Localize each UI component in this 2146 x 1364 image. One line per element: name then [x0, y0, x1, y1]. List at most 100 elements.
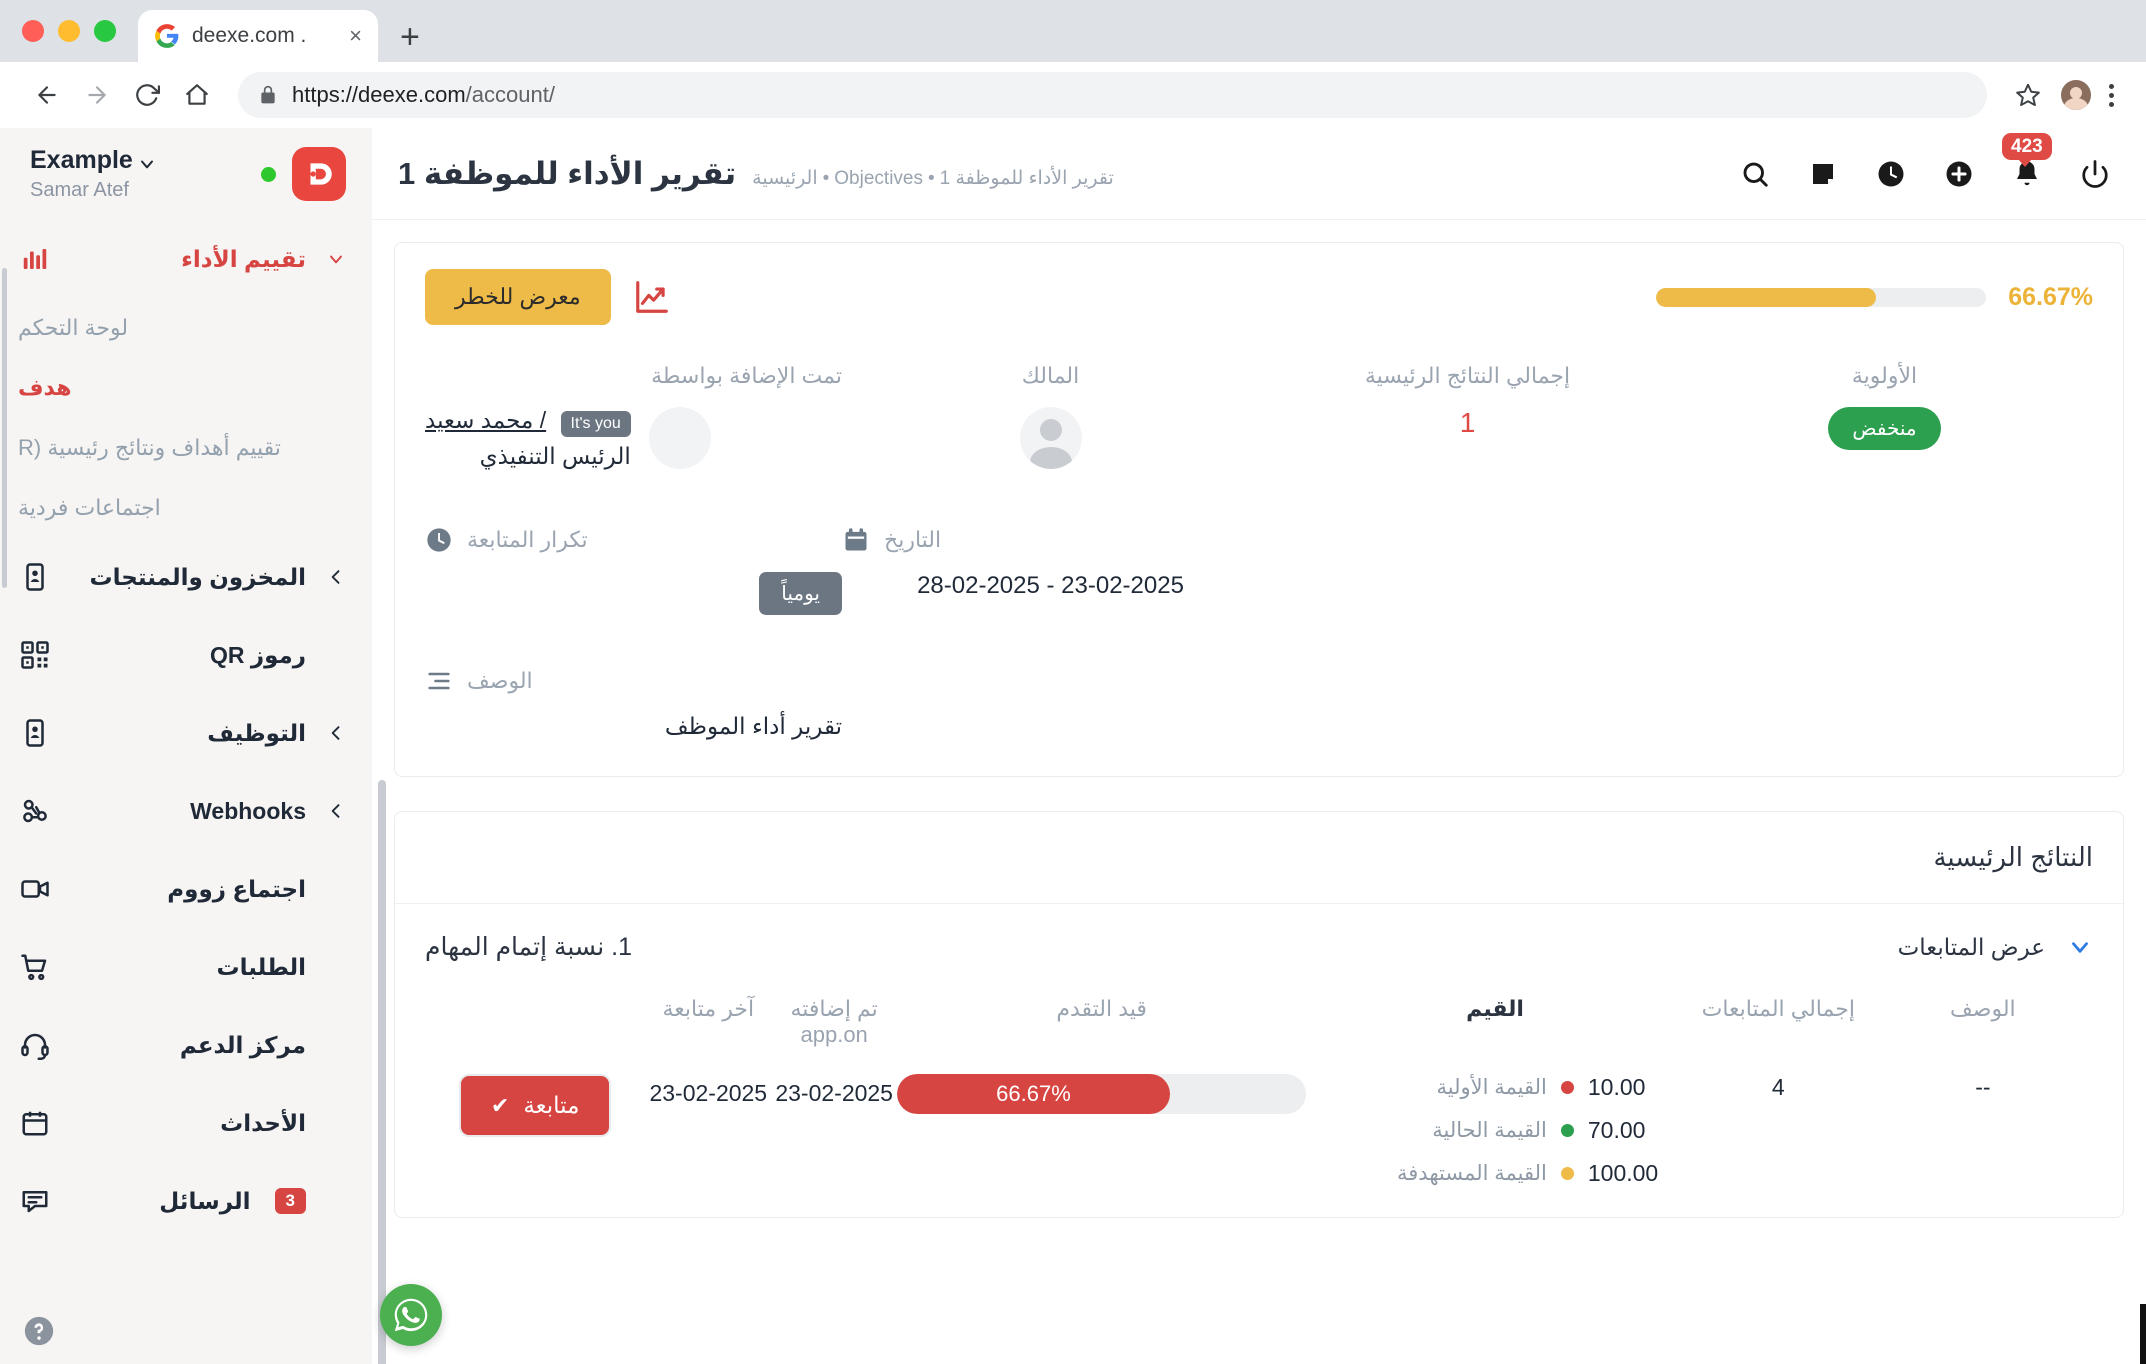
lock-icon — [258, 85, 278, 105]
table-row: -- 4 10.00 القيمة الأولية 70.00 القيمة الحا… — [425, 1074, 2093, 1207]
sidebar-item-11[interactable]: مركز الدعم — [0, 1006, 372, 1084]
new-tab-button[interactable]: + — [400, 18, 420, 56]
sidebar-subitem-3[interactable]: تقييم أهداف ونتائج رئيسية (R — [0, 418, 372, 478]
page-scroll-area[interactable]: 66.67% معرض للخطر ال — [372, 220, 2146, 1364]
sidebar-item-0[interactable]: تقييم الأداء — [0, 220, 372, 298]
chevron-down-icon[interactable] — [324, 249, 346, 269]
field-date: التاريخ 28-02-2025 - 23-02-2025 — [842, 526, 1259, 615]
show-followups-toggle[interactable]: عرض المتابعات — [1898, 934, 2093, 961]
sidebar-header[interactable]: Example Samar Atef — [0, 128, 372, 220]
sidebar-item-6[interactable]: رموز QR — [0, 616, 372, 694]
browser-omnibar: https://deexe.com/account/ — [0, 62, 2146, 128]
field-date-value: 28-02-2025 - 23-02-2025 — [917, 572, 1184, 599]
sidebar-nav[interactable]: تقييم الأداء لوحة التحكم هدف تقييم أهداف ون… — [0, 220, 372, 1364]
field-total-kr-label: إجمالي النتائج الرئيسية — [1364, 363, 1571, 388]
sidebar-item-5[interactable]: المخزون والمنتجات — [0, 538, 372, 616]
added-by-text: It's you / محمد سعيد الرئيس التنفيذي — [425, 407, 631, 470]
followup-frequency-badge: يومياً — [759, 572, 842, 615]
search-icon[interactable] — [1738, 157, 1772, 191]
app-topbar: 423 تقرير الأداء للموظفة 1•Objectives•ال… — [372, 128, 2146, 220]
breadcrumb-section[interactable]: Objectives — [834, 167, 923, 189]
owner-avatar[interactable] — [1019, 407, 1082, 469]
back-arrow-icon[interactable] — [24, 72, 70, 118]
field-owner: المالك — [842, 363, 1259, 474]
whatsapp-icon[interactable] — [380, 1284, 442, 1346]
priority-badge: منخفض — [1828, 407, 1941, 450]
breadcrumb-separator: • — [927, 167, 935, 189]
reload-icon[interactable] — [124, 72, 170, 118]
plus-circle-icon[interactable] — [1942, 157, 1976, 191]
sidebar-item-badge: 3 — [274, 1188, 306, 1214]
sidebar-item-10[interactable]: الطلبات — [0, 928, 372, 1006]
browser-tabstrip: deexe.com . × + — [0, 0, 2146, 62]
sidebar-item-7[interactable]: التوظيف — [0, 694, 372, 772]
sidebar: Example Samar Atef تقييم الأداء لوحة التح… — [0, 128, 372, 1364]
key-results-body: عرض المتابعات 1. نسبة إتمام المهام الوصف — [395, 904, 2123, 1217]
chevron-left-icon[interactable] — [324, 801, 346, 821]
field-date-label: التاريخ — [884, 527, 942, 552]
sidebar-subitem-2[interactable]: هدف — [0, 358, 372, 418]
address-bar[interactable]: https://deexe.com/account/ — [238, 72, 1987, 118]
forward-arrow-icon[interactable] — [74, 72, 120, 118]
col-added-on: تم إضافته app.on — [790, 996, 878, 1047]
objective-progress-bar — [1656, 287, 1987, 307]
home-icon[interactable] — [174, 72, 220, 118]
page-scrollbar-thumb[interactable] — [378, 780, 386, 1364]
window-close-button[interactable] — [22, 20, 44, 42]
webhook-icon — [18, 796, 52, 826]
field-followup-frequency: تكرار المتابعة يومياً — [425, 526, 842, 615]
sidebar-subitem-1[interactable]: لوحة التحكم — [0, 298, 372, 358]
help-circle-icon[interactable] — [22, 1314, 56, 1348]
breadcrumb-current[interactable]: تقرير الأداء للموظفة 1 — [939, 167, 1114, 189]
field-description-label-row: الوصف — [425, 667, 842, 695]
chat-icon — [18, 1186, 52, 1216]
sidebar-item-9[interactable]: اجتماع زووم — [0, 850, 372, 928]
objective-risk-group: معرض للخطر — [425, 269, 671, 325]
field-added-by-label: تمت الإضافة بواسطة — [651, 363, 842, 388]
field-total-kr-value: 1 — [1459, 407, 1476, 438]
cell-progress: 66.67% — [897, 1074, 1307, 1207]
value-color-dot — [1560, 1124, 1574, 1137]
bell-icon[interactable]: 423 — [2002, 132, 2052, 191]
breadcrumb-separator: • — [822, 167, 830, 189]
field-added-by: تمت الإضافة بواسطة It's you / محمد سعيد … — [425, 363, 842, 474]
sidebar-subitem-label: اجتماعات فردية — [18, 495, 161, 520]
browser-tab[interactable]: deexe.com . × — [138, 10, 378, 62]
sidebar-item-12[interactable]: الأحداث — [0, 1084, 372, 1162]
followup-button[interactable]: متابعة ✔ — [458, 1074, 612, 1137]
cell-action: متابعة ✔ — [425, 1074, 645, 1207]
sidebar-item-13[interactable]: 3 الرسائل — [0, 1162, 372, 1240]
sidebar-item-label: رموز QR — [209, 641, 306, 668]
sidebar-scrollbar-thumb[interactable] — [2, 268, 7, 588]
objective-progress-fill — [1656, 287, 1877, 307]
chevron-left-icon[interactable] — [324, 567, 346, 587]
objective-detail-card: 66.67% معرض للخطر ال — [394, 242, 2124, 777]
sidebar-subitem-4[interactable]: اجتماعات فردية — [0, 478, 372, 538]
breadcrumb: تقرير الأداء للموظفة 1•Objectives•الرئيس… — [752, 167, 1114, 190]
kebab-menu-icon[interactable] — [2101, 76, 2122, 115]
sidebar-item-label: اجتماع زووم — [167, 875, 306, 902]
close-icon[interactable]: × — [349, 23, 362, 48]
trend-chart-icon[interactable] — [633, 278, 671, 316]
col-total-followups: إجمالي المتابعات — [1701, 996, 1855, 1021]
sidebar-item-8[interactable]: Webhooks — [0, 772, 372, 850]
bookmark-star-icon[interactable] — [2005, 72, 2051, 118]
breadcrumb-home[interactable]: الرئيسية — [752, 167, 818, 189]
chrome-profile-avatar[interactable] — [2059, 78, 2093, 112]
organization-name[interactable]: Example — [30, 146, 133, 174]
chevron-left-icon[interactable] — [324, 723, 346, 743]
window-maximize-button[interactable] — [94, 20, 116, 42]
sidebar-item-label: Webhooks — [190, 797, 306, 824]
added-by-name[interactable]: / محمد سعيد — [425, 407, 547, 433]
added-by-avatar[interactable] — [648, 407, 711, 469]
clock-icon[interactable] — [1874, 157, 1908, 191]
window-minimize-button[interactable] — [58, 20, 80, 42]
value-number: 10.00 — [1587, 1074, 1646, 1100]
col-progress: قيد التقدم — [1056, 996, 1147, 1021]
power-icon[interactable] — [2078, 157, 2112, 191]
note-icon[interactable] — [1806, 157, 1840, 191]
chevron-down-icon[interactable] — [137, 154, 157, 174]
window-edge-marker — [2140, 1304, 2146, 1364]
app-logo-icon — [292, 147, 346, 201]
at-risk-button[interactable]: معرض للخطر — [425, 269, 611, 325]
